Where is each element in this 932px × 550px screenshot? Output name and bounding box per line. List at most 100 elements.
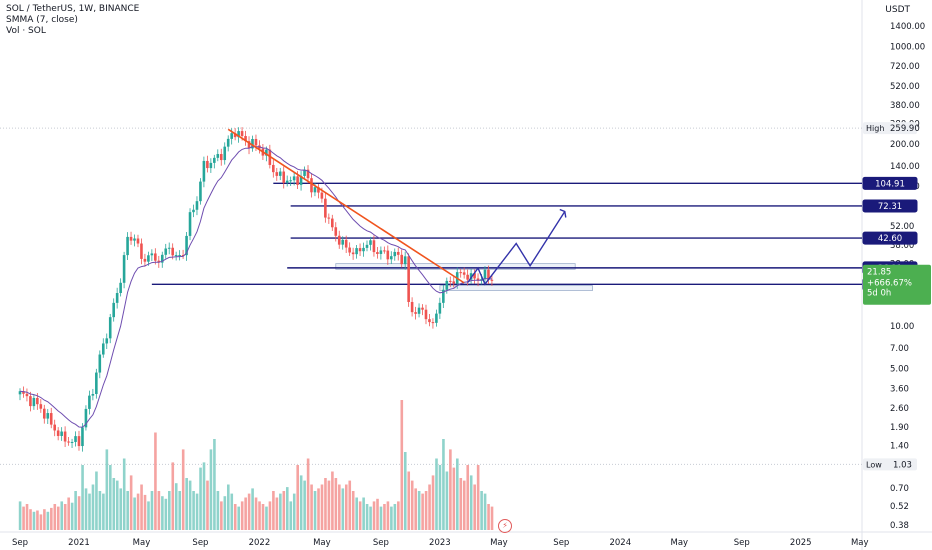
volume-bar — [327, 480, 331, 530]
volume-bar — [32, 511, 36, 530]
candle-body — [265, 149, 268, 156]
candle-body — [490, 279, 494, 281]
volume-bar — [119, 488, 123, 530]
y-tick-label: 1.90 — [890, 423, 909, 433]
volume-bar — [272, 491, 275, 530]
candle-body — [331, 218, 334, 228]
candle-body — [313, 187, 317, 193]
volume-bar — [261, 504, 265, 530]
smma-line — [19, 146, 492, 428]
volume-bar — [265, 506, 268, 530]
volume-bar — [199, 467, 202, 530]
candle-body — [143, 258, 147, 262]
candle-body — [84, 408, 88, 428]
candle-body — [56, 430, 60, 436]
volume-bar — [445, 471, 449, 530]
level-tag-0-bg — [862, 176, 918, 190]
volume-bar — [206, 480, 209, 530]
candle-body — [188, 212, 192, 236]
candle-body — [428, 319, 431, 323]
candle-body — [410, 301, 414, 313]
volume-bar — [390, 506, 393, 530]
volume-bar — [490, 506, 494, 530]
candle-body — [77, 436, 81, 447]
volume-bar — [279, 493, 282, 530]
candle-body — [192, 209, 195, 213]
candle-body — [320, 192, 324, 199]
volume-bar — [348, 480, 352, 530]
y-tick-label: 38.00 — [890, 241, 914, 251]
candle-body — [63, 431, 67, 442]
volume-bar — [310, 484, 313, 530]
volume-bar — [126, 491, 129, 530]
candle-body — [237, 131, 240, 138]
y-tick-label: 2.60 — [890, 404, 909, 414]
x-tick-label: Sep — [734, 538, 750, 548]
last-price-countdown: 5d 0h — [867, 289, 891, 299]
volume-bar — [341, 488, 345, 530]
candle-body — [199, 181, 202, 202]
candle-body — [296, 176, 299, 185]
candle-body — [136, 238, 140, 244]
chart-title: SOL / TetherUS, 1W, BINANCE — [6, 4, 140, 14]
volume-bar — [168, 491, 171, 530]
x-tick-label: Sep — [373, 538, 389, 548]
replay-icon[interactable]: ⚡ — [498, 519, 512, 533]
volume-bar — [36, 510, 39, 530]
candle-body — [383, 250, 386, 252]
candle-body — [49, 413, 53, 425]
volume-bar — [164, 498, 168, 530]
volume-bar — [306, 458, 310, 530]
volume-bar — [275, 497, 279, 530]
volume-bar — [77, 496, 81, 530]
candle-body — [133, 238, 136, 241]
candle-body — [278, 171, 282, 176]
last-price-value: 21.85 — [867, 268, 891, 278]
candle-body — [431, 322, 435, 324]
volume-indicator-label[interactable]: Vol · SOL — [6, 26, 46, 36]
candle-body — [344, 239, 348, 248]
candle-body — [157, 260, 161, 263]
candle-body — [53, 424, 56, 431]
low-tag-value: 1.03 — [893, 460, 912, 470]
volume-bar — [220, 501, 223, 530]
volume-bar — [209, 449, 213, 530]
volume-bar — [435, 458, 438, 530]
candle-body — [98, 354, 102, 373]
candle-body — [438, 302, 442, 314]
candle-body — [317, 187, 320, 193]
volume-bar — [53, 504, 57, 530]
low-tag-label: Low — [866, 460, 882, 469]
x-tick-label: 2022 — [249, 538, 271, 548]
candle-body — [341, 239, 345, 245]
y-tick-label: 1400.00 — [890, 22, 925, 32]
volume-bar — [417, 491, 421, 530]
candle-body — [282, 171, 286, 183]
y-tick-label: 5.00 — [890, 364, 909, 374]
candle-body — [365, 244, 369, 248]
candle-body — [147, 255, 150, 262]
trendline — [227, 128, 465, 284]
level-tag-0: 104.91 — [875, 179, 905, 189]
projection-path — [467, 211, 566, 286]
candle-body — [150, 253, 154, 256]
volume-bar — [428, 484, 431, 530]
volume-bar — [25, 504, 29, 530]
candle-body — [327, 217, 331, 219]
candle-body — [254, 138, 258, 146]
volume-bar — [268, 501, 272, 530]
candle-body — [487, 269, 490, 280]
x-tick-label: May — [490, 538, 508, 548]
volume-bar — [29, 509, 32, 530]
candle-body — [372, 240, 376, 253]
volume-bar — [230, 493, 234, 530]
volume-bar — [192, 491, 195, 530]
candle-body — [178, 255, 181, 257]
high-tag-label: High — [866, 124, 884, 133]
volume-bar — [452, 467, 456, 530]
candle-body — [46, 413, 50, 419]
candle-body — [386, 250, 390, 260]
low-tag-bg — [863, 458, 917, 471]
smma-indicator-label[interactable]: SMMA (7, close) — [6, 15, 78, 25]
